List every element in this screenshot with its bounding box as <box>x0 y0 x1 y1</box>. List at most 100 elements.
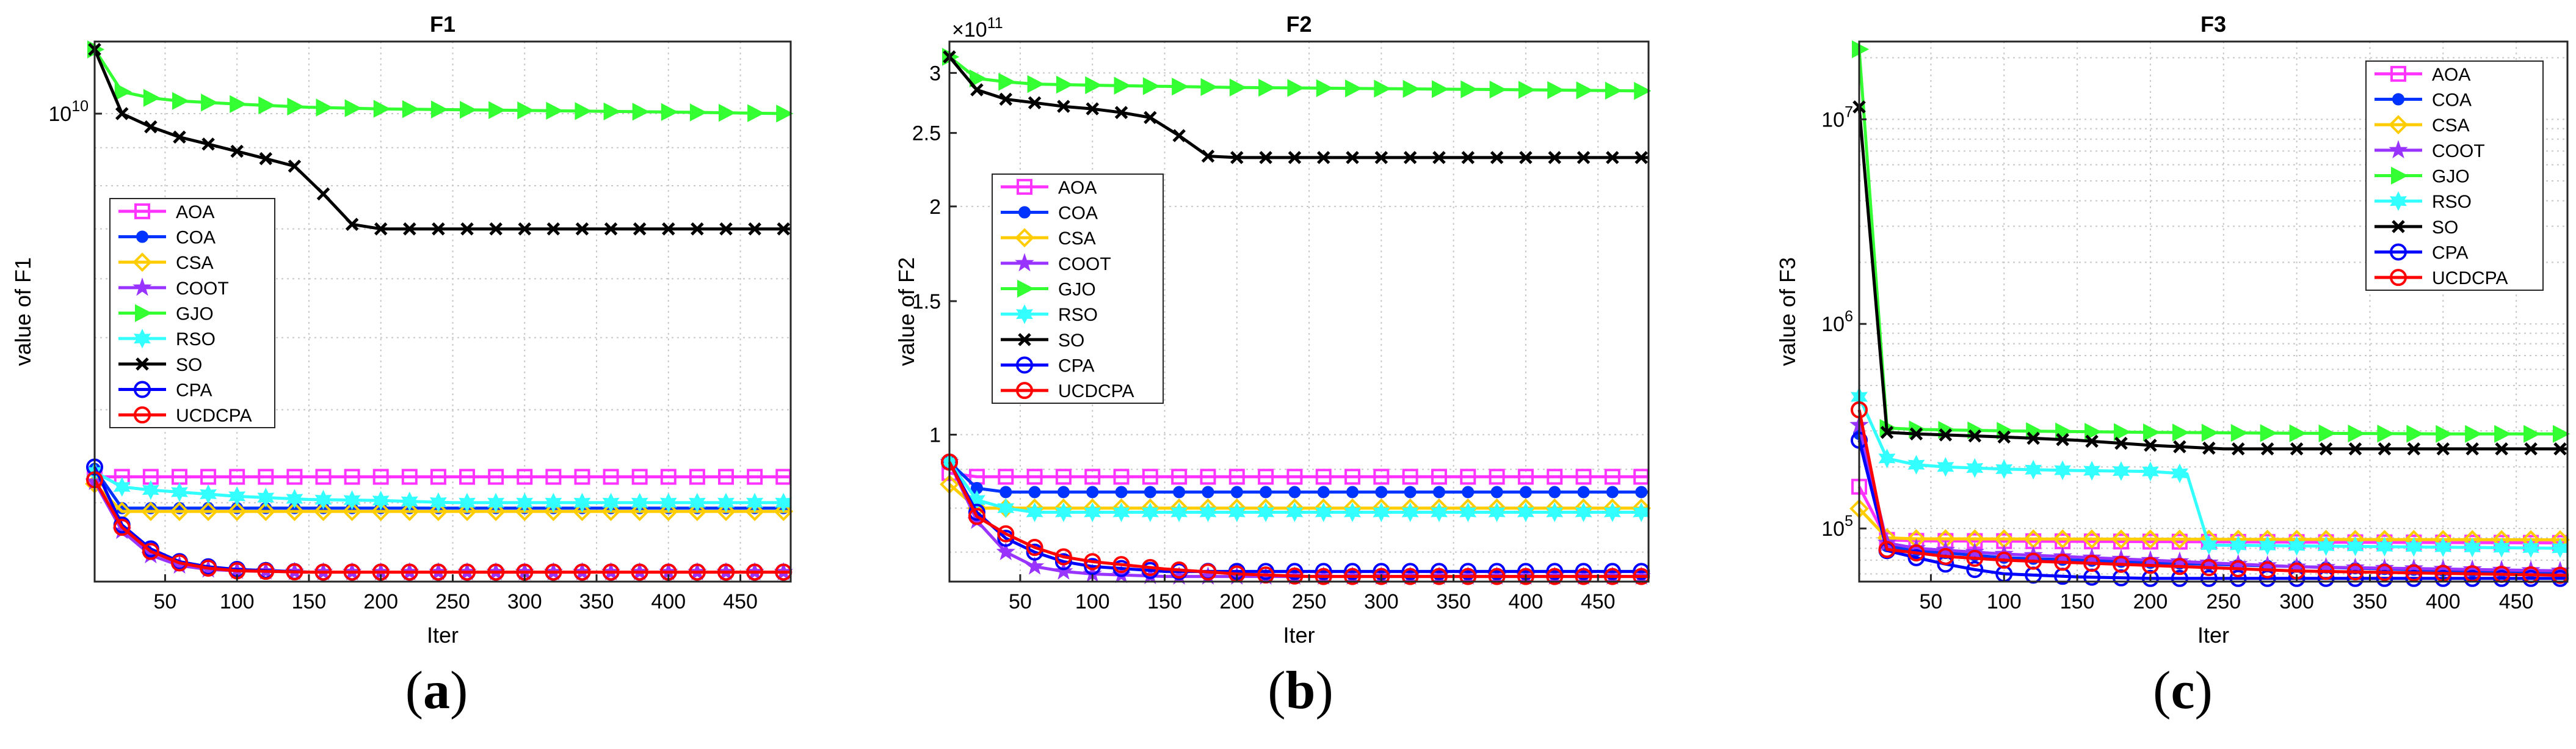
caption-label-c: c <box>2171 661 2195 720</box>
chart-f2-series-coa-point <box>1432 486 1445 499</box>
chart-f2-series-cpa-point <box>1084 558 1101 575</box>
chart-f1-series-so-point <box>374 222 388 236</box>
chart-f1-series-rso-point <box>459 492 476 513</box>
chart-f3-title: F3 <box>2200 12 2226 37</box>
chart-f2-series-rso-point <box>1141 502 1159 522</box>
chart-f3-series-so-point <box>1880 425 1894 439</box>
chart-f1-series-aoa-point <box>603 469 619 485</box>
chart-f1-series-gjo-point <box>344 99 362 117</box>
chart-f2-series-rso-point <box>1199 502 1217 522</box>
chart-f2-series-coa-point <box>1144 486 1156 499</box>
chart-f1-series-gjo-point <box>747 104 765 122</box>
chart-f2-axes-box <box>948 40 1650 583</box>
chart-f1-series-aoa-point <box>372 469 389 485</box>
chart-f1-legend-marker <box>132 252 152 272</box>
chart-f1-series-so-line <box>93 48 791 231</box>
chart-f2-series-ucdcpa-point <box>1054 548 1072 566</box>
chart-f1-series-gjo-point <box>316 98 333 117</box>
chart-f2-series-gjo-point <box>1605 81 1623 100</box>
chart-f1-series-ucdcpa-point <box>602 563 620 581</box>
chart-f2-series-aoa-point <box>1575 469 1592 485</box>
chart-f2-series-rso-point <box>1112 502 1130 522</box>
chart-f1-series-rso-point <box>516 492 534 513</box>
chart-f1-series-ucdcpa-point <box>286 563 303 581</box>
chart-f1-series-gjo-point <box>460 101 477 119</box>
chart-f2-series-coa-point <box>1000 486 1012 499</box>
chart-f2-series-coa-point <box>1173 486 1186 499</box>
chart-f3-legend-label: SO <box>2432 217 2458 238</box>
chart-f3-series-so-point <box>1968 429 1982 443</box>
chart-f3-series-gjo-point <box>2348 424 2365 443</box>
chart-f3-series-so-point <box>2407 442 2421 456</box>
chart-f3-series-rso-point <box>1907 455 1925 475</box>
chart-f1-series-rso-point <box>286 489 303 509</box>
chart-f1-series-rso-point <box>659 492 677 513</box>
chart-f2-series-ucdcpa-point <box>1373 568 1390 585</box>
chart-f2-series-aoa-point <box>1460 469 1476 485</box>
chart-f3-series-so-line <box>1857 106 2567 451</box>
chart-f3-series-rso-point <box>2317 536 2335 557</box>
chart-f1-legend-label: RSO <box>176 329 216 349</box>
chart-f2-series-ucdcpa-point <box>1199 563 1217 581</box>
chart-f1-series-so-point <box>489 222 503 236</box>
chart-f1-series-gjo-point <box>287 97 305 116</box>
chart-f1-ytick-label: 1010 <box>48 98 89 126</box>
chart-f1-xtick-label: 450 <box>723 590 758 613</box>
chart-f3-series-so <box>1852 100 2567 456</box>
chart-f2-series-coa-point <box>1462 486 1475 499</box>
chart-f2-xtick-label: 100 <box>1075 590 1110 613</box>
chart-f2-series-aoa-point <box>1402 469 1418 485</box>
chart-f2-legend-marker <box>1016 304 1033 324</box>
chart-f1-legend-entry-rso: RSO <box>118 329 216 349</box>
chart-f1-axes-box <box>93 40 792 583</box>
chart-f1-series-csa-point <box>629 502 650 521</box>
chart-f3-series-csa-point <box>2111 529 2131 549</box>
chart-f2-xtick-label: 350 <box>1436 590 1471 613</box>
chart-f1-series-so-point <box>777 222 790 236</box>
chart-f1-xlabel: Iter <box>427 623 459 648</box>
chart-f2-series-coa-point <box>1260 486 1272 499</box>
chart-f1-series-csa-point <box>457 502 477 521</box>
chart-f2-series-ucdcpa-point <box>1084 553 1101 571</box>
chart-f1-series-csa-point <box>658 502 678 521</box>
chart-f2-series-coa-point <box>1086 486 1099 499</box>
chart-f2-series-aoa-point <box>1113 469 1130 485</box>
chart-f1-legend-marker <box>135 304 153 323</box>
chart-f2-series-gjo-point <box>1056 75 1074 94</box>
caption-b: (b) <box>1268 661 1333 720</box>
chart-f2-series-ucdcpa-point <box>1430 568 1448 585</box>
chart-f3-series-rso-point <box>2054 460 2072 480</box>
chart-f1-series-so-point <box>144 120 158 134</box>
chart-f1-legend: AOA COA CSA COOT GJO RSO SO CPA UCDCPA <box>109 198 275 428</box>
chart-f1-series-gjo-point <box>430 100 449 119</box>
chart-f1-series-rso-point <box>429 492 447 513</box>
chart-f1-series-so-point <box>575 222 589 236</box>
chart-f2-series-cpa-point <box>1026 543 1043 561</box>
chart-f2-legend-marker <box>1016 382 1033 400</box>
chart-f3-series-so-point <box>2348 442 2362 456</box>
chart-f2-ytick-label: 1 <box>929 423 941 447</box>
chart-f3-series-so-point <box>1997 430 2011 444</box>
chart-f2-legend-label: COA <box>1058 203 1098 224</box>
chart-f2-series-rso-point <box>1401 502 1419 522</box>
chart-f2-series-so-point <box>1634 151 1648 164</box>
chart-f2-series-gjo-point <box>1142 77 1161 95</box>
chart-f2-legend-label: AOA <box>1058 178 1097 198</box>
chart-f1-xtick-label: 400 <box>651 590 686 613</box>
chart-f1-legend-entry-aoa: AOA <box>118 202 214 222</box>
chart-f3-legend-label: CPA <box>2432 243 2468 263</box>
chart-f1-series-rso-point <box>372 491 390 511</box>
chart-f2-legend-entry-gjo: GJO <box>1001 280 1096 300</box>
chart-f3-xtick-label: 450 <box>2499 590 2534 613</box>
chart-f3-legend-entry-rso: RSO <box>2375 191 2472 212</box>
chart-f2-legend-marker <box>1015 228 1034 247</box>
chart-f1-series-so-point <box>432 222 445 236</box>
chart-f2-series-ucdcpa-point <box>1546 568 1564 585</box>
chart-f2-series-so-point <box>1086 102 1099 115</box>
chart-f3-series-so-point <box>2378 442 2392 456</box>
chart-f1-legend-entry-gjo: GJO <box>118 304 214 324</box>
chart-f3-series-gjo-point <box>2406 425 2424 443</box>
chart-f1-legend-label: GJO <box>176 304 214 324</box>
chart-f2-series-coa-point <box>1202 486 1214 499</box>
chart-f2-series-cpa-point <box>1575 563 1592 580</box>
